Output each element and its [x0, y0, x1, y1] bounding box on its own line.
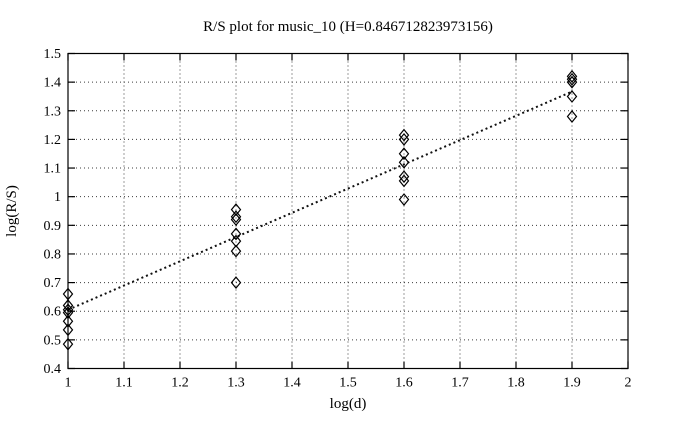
x-tick-label: 1.1 [115, 376, 133, 391]
y-axis-label: log(R/S) [4, 185, 20, 237]
y-tick-label: 0.6 [44, 305, 62, 320]
y-tick-label: 0.5 [44, 333, 62, 348]
x-axis-label: log(d) [330, 396, 367, 412]
y-tick-label: 0.9 [44, 219, 62, 234]
data-point-diamond [398, 155, 410, 169]
data-point-diamond [566, 75, 578, 89]
data-point-diamond [398, 128, 410, 142]
x-tick-label: 1.9 [563, 376, 581, 391]
x-tick-label: 1.3 [227, 376, 245, 391]
data-point-diamond [230, 234, 242, 248]
data-point-diamond [566, 90, 578, 103]
data-point-diamond [398, 193, 410, 206]
data-point-diamond [566, 72, 578, 86]
data-points [62, 69, 578, 351]
x-tick-label: 1.4 [283, 376, 301, 391]
y-tick-label: 1.5 [44, 47, 62, 62]
y-tick-label: 1.1 [44, 162, 62, 177]
y-tick-label: 1.2 [44, 133, 62, 148]
plot-border [67, 52, 629, 370]
data-point-diamond [398, 147, 410, 161]
y-tick-label: 0.8 [44, 247, 62, 262]
y-tick-label: 1.3 [44, 104, 62, 119]
x-tick-label: 1.5 [339, 376, 357, 391]
data-point-diamond [230, 276, 242, 290]
y-tick-label: 0.4 [44, 362, 62, 377]
data-point-diamond [566, 69, 578, 83]
data-point-diamond [398, 132, 410, 146]
y-tick-label: 1.4 [44, 76, 62, 91]
x-tick-label: 1 [65, 376, 72, 391]
axis-ticks [67, 52, 629, 370]
data-point-diamond [230, 203, 242, 217]
data-point-diamond [566, 110, 578, 123]
data-point-diamond [398, 174, 410, 188]
y-tick-label: 0.7 [44, 276, 62, 291]
fit-line [67, 90, 573, 311]
data-point-diamond [230, 210, 242, 224]
tick-labels: 1 1.1 1.2 1.3 1.4 1.5 1.6 1.7 1.8 1.9 2 0.4 0.5 0.6 0.… [44, 47, 632, 391]
data-point-diamond [230, 227, 242, 241]
data-point-diamond [230, 244, 242, 258]
chart-title: R/S plot for music_10 (H=0.8467128239731… [203, 19, 493, 35]
data-point-diamond [230, 213, 242, 227]
gridlines [68, 53, 628, 369]
y-tick-label: 1 [54, 190, 61, 205]
x-tick-label: 1.6 [395, 376, 413, 391]
fit-line-segment [67, 90, 573, 311]
x-tick-label: 1.7 [451, 376, 469, 391]
data-point-diamond [398, 170, 410, 184]
x-tick-label: 2 [625, 376, 632, 391]
x-tick-label: 1.2 [171, 376, 189, 391]
x-tick-label: 1.8 [507, 376, 525, 391]
